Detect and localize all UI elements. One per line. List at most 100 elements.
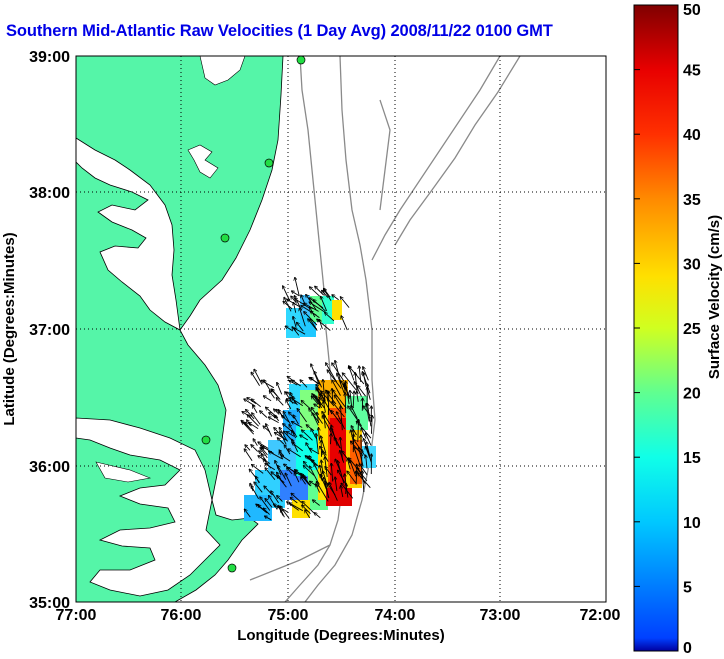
velocity-vector bbox=[314, 372, 323, 388]
velocity-vector bbox=[304, 304, 319, 312]
velocity-vector bbox=[251, 486, 259, 500]
plot-border bbox=[75, 55, 607, 603]
velocity-vector bbox=[295, 296, 303, 311]
velocity-vector bbox=[286, 326, 294, 332]
velocity-vector bbox=[316, 385, 323, 395]
velocity-vector bbox=[316, 434, 319, 453]
velocity-vector bbox=[253, 439, 258, 446]
velocity-vector bbox=[314, 404, 321, 409]
velocity-vector bbox=[264, 396, 272, 402]
velocity-vector bbox=[341, 297, 350, 308]
velocity-vector bbox=[358, 386, 366, 397]
velocity-vector bbox=[249, 423, 259, 429]
velocity-vector bbox=[366, 434, 372, 446]
velocity-vector bbox=[271, 472, 285, 483]
velocity-vector bbox=[357, 392, 359, 402]
velocity-vector bbox=[280, 428, 288, 441]
velocity-vector bbox=[359, 464, 368, 476]
velocity-vector bbox=[331, 434, 332, 445]
x-axis-ticks: 77:00 76:00 75:00 74:00 73:00 72:00 bbox=[56, 607, 621, 624]
colorbar-tick-label: 25 bbox=[683, 321, 701, 338]
velocity-vector bbox=[292, 431, 296, 439]
velocity-vector bbox=[331, 464, 332, 482]
velocity-vector bbox=[305, 510, 311, 519]
y-tick-label: 38:00 bbox=[29, 185, 70, 202]
velocity-vector bbox=[252, 413, 261, 425]
page-title: Southern Mid-Atlantic Raw Velocities (1 … bbox=[6, 22, 553, 40]
colorbar-tick-label: 30 bbox=[683, 256, 701, 273]
station-marker bbox=[201, 435, 211, 445]
velocity-vector bbox=[310, 287, 320, 297]
velocity-vector bbox=[329, 483, 338, 501]
velocity-vector bbox=[331, 411, 342, 425]
velocity-vector bbox=[301, 295, 306, 305]
colorbar-tick-label: 35 bbox=[683, 192, 701, 209]
velocity-vector bbox=[295, 278, 300, 297]
velocity-vector bbox=[322, 291, 329, 298]
velocity-vector bbox=[357, 422, 372, 439]
velocity-vector bbox=[338, 471, 348, 487]
velocity-vector bbox=[253, 406, 258, 414]
velocity-vector bbox=[366, 447, 372, 462]
velocity-vector bbox=[332, 295, 339, 301]
y-axis-ticks: 39:00 38:00 37:00 36:00 35:00 bbox=[29, 49, 70, 612]
velocity-vector bbox=[335, 460, 341, 472]
velocity-vector bbox=[321, 297, 328, 312]
velocity-vector bbox=[341, 406, 343, 431]
velocity-vector bbox=[304, 466, 315, 476]
velocity-vector bbox=[279, 450, 285, 458]
velocity-vector bbox=[310, 466, 320, 485]
velocity-vector bbox=[260, 497, 271, 511]
velocity-vector bbox=[274, 409, 280, 415]
velocity-vector bbox=[290, 503, 304, 512]
velocity-vector bbox=[319, 428, 320, 441]
velocity-vector bbox=[314, 464, 323, 482]
station-marker bbox=[296, 56, 306, 65]
velocity-vector bbox=[331, 425, 338, 446]
velocity-vector bbox=[285, 474, 292, 487]
station-marker bbox=[227, 563, 237, 573]
velocity-vector bbox=[295, 473, 300, 483]
velocity-vector bbox=[372, 416, 373, 434]
velocity-vector bbox=[278, 438, 285, 445]
velocity-vector bbox=[347, 472, 357, 484]
velocity-vector bbox=[361, 429, 367, 439]
velocity-vector bbox=[348, 406, 362, 427]
velocity-vector bbox=[248, 415, 259, 427]
velocity-vector bbox=[295, 471, 308, 479]
velocity-vector bbox=[351, 406, 358, 419]
x-tick-label: 74:00 bbox=[375, 607, 416, 624]
velocity-vector bbox=[325, 313, 335, 322]
velocity-vector bbox=[326, 482, 329, 498]
velocity-vector bbox=[363, 406, 371, 417]
velocity-vector bbox=[302, 505, 311, 515]
velocity-vector bbox=[293, 415, 299, 425]
velocity-vector bbox=[277, 496, 283, 502]
velocity-vector bbox=[363, 367, 369, 381]
velocity-vector bbox=[355, 382, 362, 397]
velocity-vector bbox=[275, 433, 289, 442]
velocity-vector bbox=[312, 396, 319, 405]
velocity-vector bbox=[321, 395, 333, 415]
velocity-vector bbox=[281, 510, 285, 518]
x-tick-label: 75:00 bbox=[268, 607, 309, 624]
velocity-vector bbox=[284, 298, 292, 312]
velocity-vector bbox=[251, 445, 259, 452]
colorbar bbox=[633, 4, 679, 652]
velocity-vector bbox=[250, 470, 260, 483]
velocity-vector bbox=[288, 377, 299, 385]
velocity-vector bbox=[326, 391, 337, 405]
velocity-vector bbox=[333, 390, 347, 409]
velocity-vector bbox=[245, 449, 253, 461]
velocity-vector bbox=[319, 320, 323, 330]
y-tick-label: 35:00 bbox=[29, 595, 70, 612]
colorbar-tick-label: 10 bbox=[683, 515, 701, 532]
velocity-vector bbox=[367, 404, 372, 427]
velocity-vector bbox=[345, 474, 349, 498]
colorbar-label: Surface Velocity (cm/s) bbox=[706, 215, 723, 379]
velocity-vector bbox=[292, 422, 303, 428]
velocity-vector bbox=[293, 317, 297, 328]
x-tick-label: 73:00 bbox=[480, 607, 521, 624]
velocity-vector bbox=[251, 373, 260, 386]
